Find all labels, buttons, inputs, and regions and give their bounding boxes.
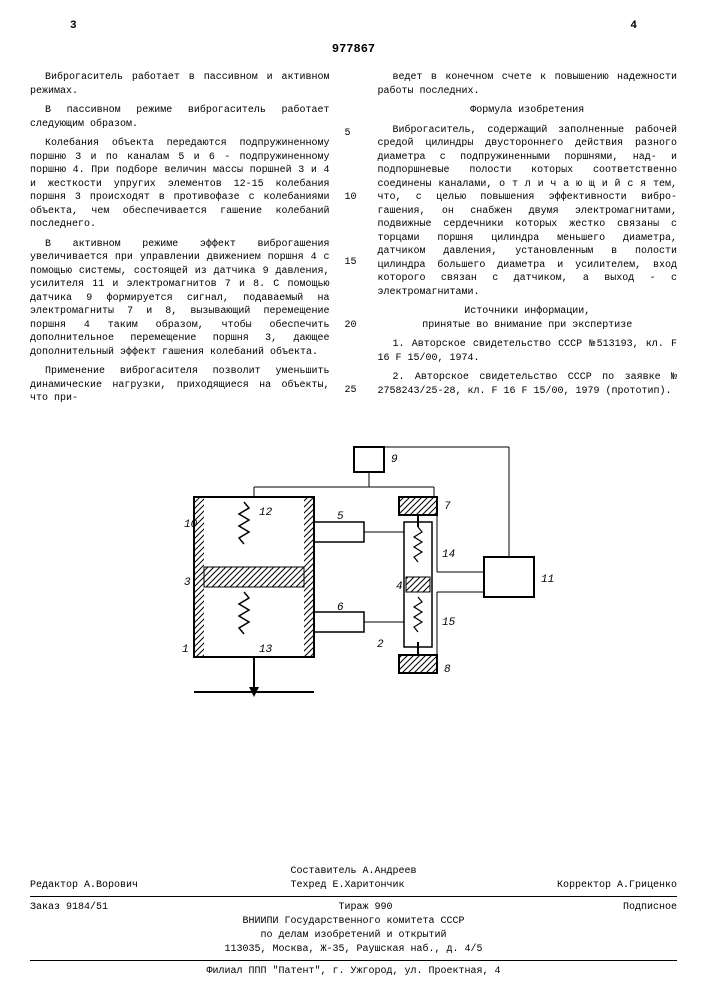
right-column: ведет в конечном счете к повышению надеж… [378, 71, 678, 412]
svg-text:11: 11 [541, 574, 554, 586]
paragraph: Виброгаситель, содержащий запол­ненные р… [378, 124, 678, 300]
svg-text:5: 5 [337, 511, 344, 523]
svg-text:3: 3 [184, 577, 191, 589]
line-number: 15 [345, 256, 357, 270]
footer: Составитель А.Андреев Редактор А.Ворович… [30, 866, 677, 980]
line-number: 5 [345, 127, 351, 141]
paragraph: ведет в конечном счете к повышению надеж… [378, 71, 678, 98]
svg-text:2: 2 [377, 639, 384, 651]
svg-text:1: 1 [182, 644, 189, 656]
svg-text:4: 4 [396, 581, 403, 593]
tirazh: Тираж 990 [338, 902, 392, 913]
line-number-gutter: 5 10 15 20 25 [345, 71, 363, 412]
footer-credits: Редактор А.Ворович Техред Е.Харитончик К… [30, 880, 677, 891]
org-line1: ВНИИПИ Государственного комитета СССР [30, 916, 677, 927]
paragraph: В пассивном режиме виброгаситель работае… [30, 104, 330, 131]
podpisnoe: Подписное [623, 902, 677, 913]
sources-title: Источники информации, принятые во вниман… [378, 305, 678, 332]
header-page-numbers: 3 4 [30, 20, 677, 32]
paragraph: 1. Авторское свидетельство СССР №513193,… [378, 338, 678, 365]
paragraph: В активном режиме эффект вибро­гашения у… [30, 238, 330, 360]
paragraph: Колебания объекта передаются под­пружине… [30, 137, 330, 232]
filial: Филиал ППП "Патент", г. Ужгород, ул. Про… [30, 966, 677, 977]
divider [30, 960, 677, 961]
page-num-right: 4 [630, 20, 637, 32]
line-number: 20 [345, 319, 357, 333]
svg-text:10: 10 [184, 519, 198, 531]
compiler: Составитель А.Андреев [30, 866, 677, 877]
paragraph: 2. Авторское свидетельство СССР по заявк… [378, 371, 678, 398]
svg-text:14: 14 [442, 549, 455, 561]
divider [30, 896, 677, 897]
technical-diagram: 10 12 3 1 13 5 6 2 7 8 9 14 4 15 11 [30, 427, 677, 722]
paragraph: Виброгаситель работает в пассив­ном и ак… [30, 71, 330, 98]
svg-text:13: 13 [259, 644, 273, 656]
address1: 113035, Москва, Ж-35, Раушская наб., д. … [30, 944, 677, 955]
page-num-left: 3 [70, 20, 77, 32]
svg-text:15: 15 [442, 617, 456, 629]
patent-number: 977867 [30, 42, 677, 56]
footer-print-info: Заказ 9184/51 Тираж 990 Подписное [30, 902, 677, 913]
line-number: 10 [345, 191, 357, 205]
org-line2: по делам изобретений и открытий [30, 930, 677, 941]
text-columns: Виброгаситель работает в пассив­ном и ак… [30, 71, 677, 412]
left-column: Виброгаситель работает в пассив­ном и ак… [30, 71, 330, 412]
editor: Редактор А.Ворович [30, 880, 138, 891]
svg-text:12: 12 [259, 507, 273, 519]
line-number: 25 [345, 384, 357, 398]
svg-text:8: 8 [444, 664, 451, 676]
svg-text:7: 7 [444, 501, 451, 513]
paragraph: Применение виброгасителя позволит уменьш… [30, 365, 330, 406]
corrector: Корректор А.Гриценко [557, 880, 677, 891]
techred: Техред Е.Харитончик [290, 880, 404, 891]
order-number: Заказ 9184/51 [30, 902, 108, 913]
diagram-svg: 10 12 3 1 13 5 6 2 7 8 9 14 4 15 11 [144, 427, 564, 717]
formula-title: Формула изобретения [378, 104, 678, 118]
svg-text:6: 6 [337, 602, 344, 614]
page: 3 4 977867 Виброгаситель работает в пасс… [0, 0, 707, 1000]
svg-text:9: 9 [391, 454, 398, 466]
